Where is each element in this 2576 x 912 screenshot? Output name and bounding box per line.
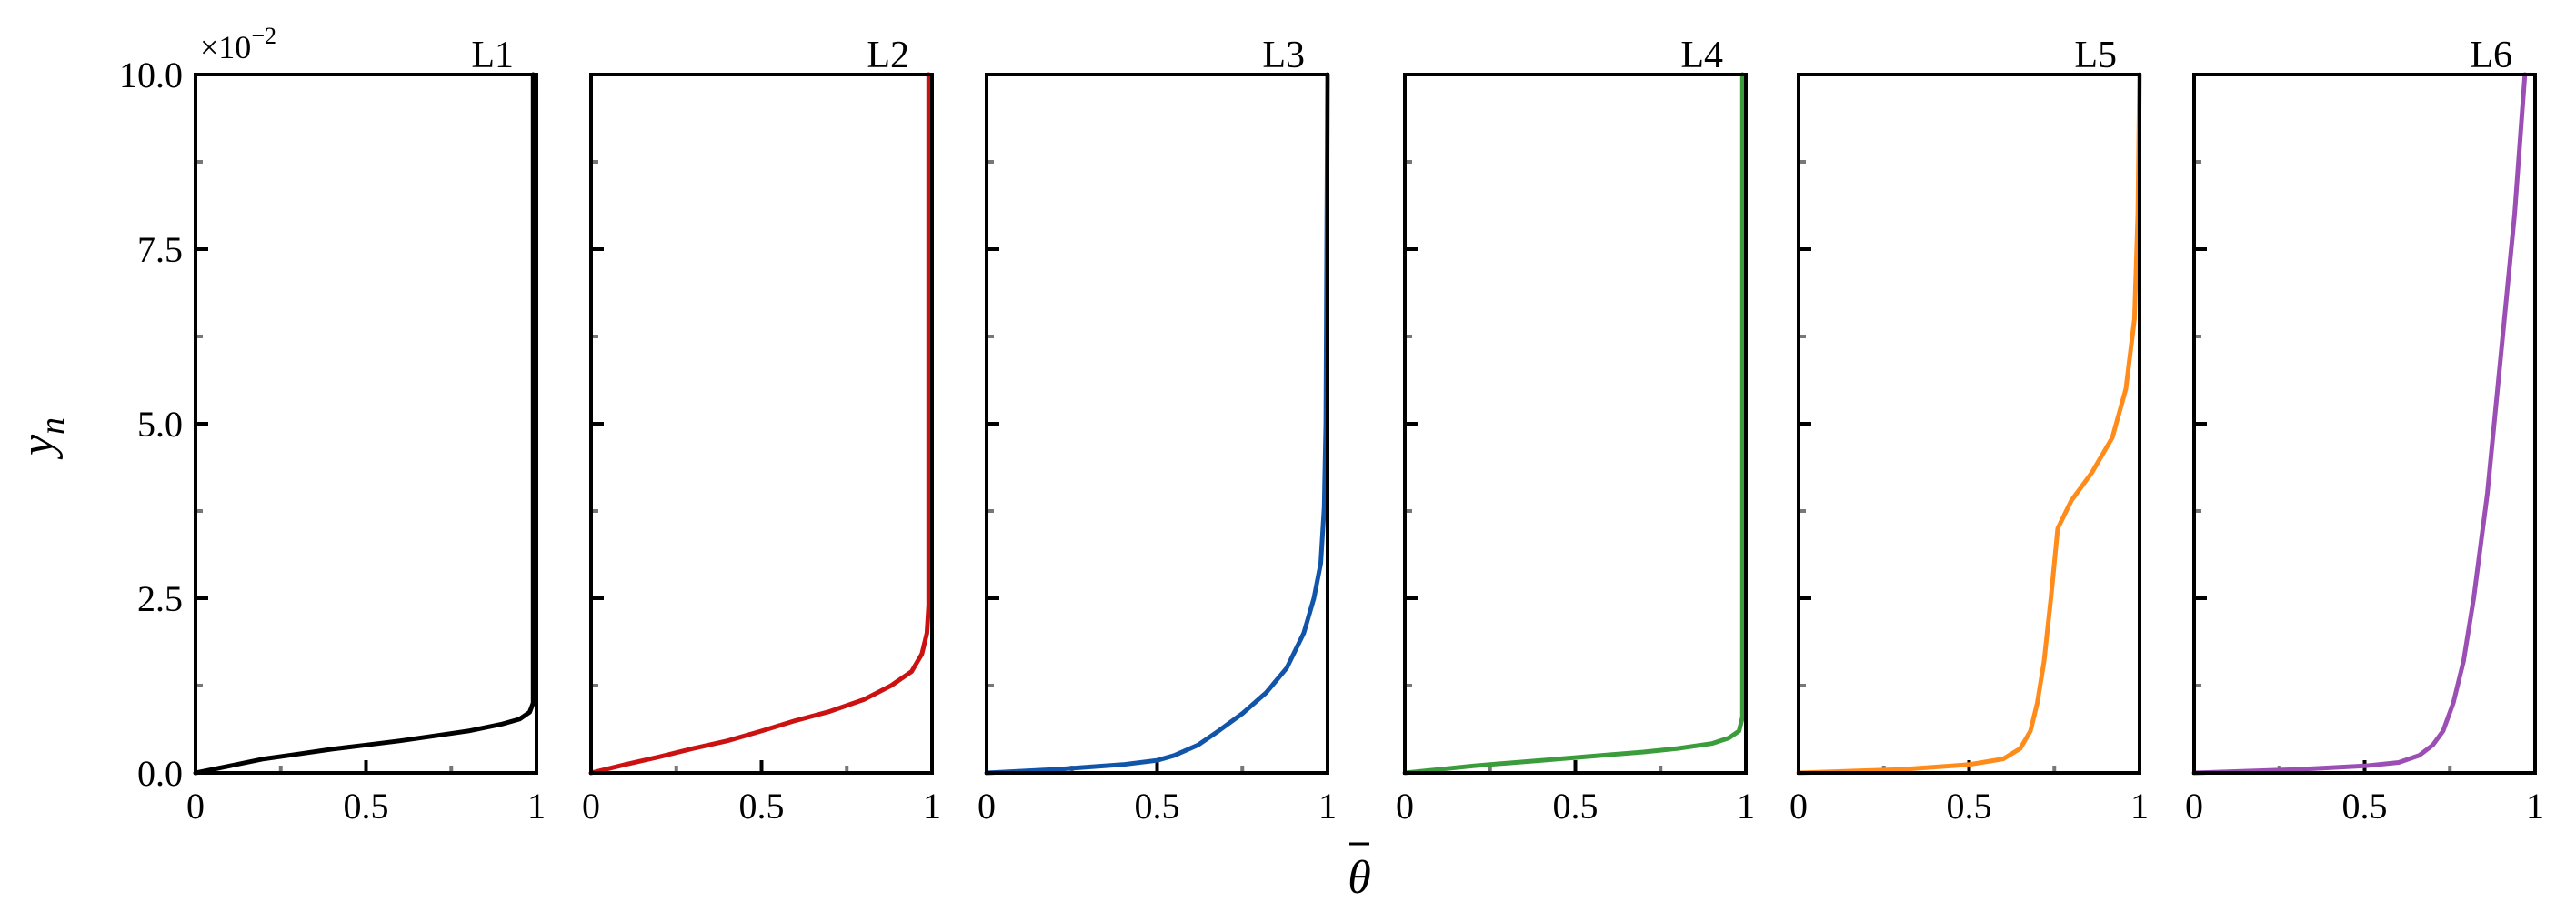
x-tick-label: 0.5 (1947, 786, 1992, 827)
x-tick-label: 0.5 (1553, 786, 1599, 827)
y-tick-label: 2.5 (137, 578, 183, 619)
x-tick-label: 1 (2130, 786, 2149, 827)
panel-6: 0 0.5 1 L6 (2185, 35, 2544, 827)
x-tick-label: 0.5 (344, 786, 389, 827)
panel-title: L3 (1262, 35, 1305, 76)
x-tick-label: 1 (1318, 786, 1337, 827)
series-line (1402, 72, 1745, 776)
panel-frame (589, 73, 934, 775)
x-tick-label: 0 (1789, 786, 1808, 827)
panel-2: 0 0.5 1 L2 (582, 35, 941, 827)
x-tick-label: 1 (923, 786, 941, 827)
y-tick-label: 10.0 (119, 55, 183, 95)
y-exponent-base: ×10 (200, 29, 251, 65)
panel-title: L4 (1680, 35, 1723, 76)
x-tick-label: 0 (186, 786, 205, 827)
y-axis-title-main: y (12, 434, 64, 460)
x-axis-title-text: θ (1348, 852, 1371, 904)
panel-frame (194, 73, 538, 775)
panel-frame (985, 73, 1329, 775)
series-line (984, 72, 1330, 776)
x-tick-label: 0 (2185, 786, 2203, 827)
y-axis-title: yn (12, 417, 72, 460)
series-line (193, 72, 536, 776)
x-tick-label: 0.5 (739, 786, 785, 827)
x-axis-title: θ (1348, 842, 1371, 904)
panel-3: 0 0.5 1 L3 (977, 35, 1337, 827)
x-tick-label: 0.5 (1135, 786, 1180, 827)
panel-title: L2 (867, 35, 909, 76)
x-tick-label: 0 (1396, 786, 1414, 827)
x-tick-label: 1 (2526, 786, 2544, 827)
panel-frame (2192, 73, 2537, 775)
x-tick-label: 0.5 (2342, 786, 2388, 827)
x-tick-label: 1 (527, 786, 546, 827)
series-line (588, 72, 931, 776)
panel-title: L1 (471, 35, 514, 76)
panel-title: L5 (2074, 35, 2117, 76)
y-tick-label: 7.5 (137, 229, 183, 270)
y-axis-title-subscript: n (34, 417, 72, 435)
x-tick-label: 1 (1737, 786, 1755, 827)
panel-5: 0 0.5 1 L5 (1789, 35, 2149, 827)
panel-1: 0.0 2.5 5.0 7.5 10.0 0 0.5 1 L1 (119, 35, 546, 827)
panel-title: L6 (2470, 35, 2512, 76)
panel-frame (1797, 73, 2141, 775)
y-exponent-power: −2 (251, 23, 276, 49)
x-tick-label: 0 (582, 786, 600, 827)
series-line (2191, 72, 2528, 776)
y-tick-label: 5.0 (137, 404, 183, 445)
x-tick-label: 0 (977, 786, 996, 827)
y-exponent: ×10−2 (200, 23, 276, 65)
series-line (1796, 72, 2142, 776)
y-tick-label: 0.0 (137, 753, 183, 794)
panel-frame (1403, 73, 1748, 775)
panel-4: 0 0.5 1 L4 (1396, 35, 1755, 827)
